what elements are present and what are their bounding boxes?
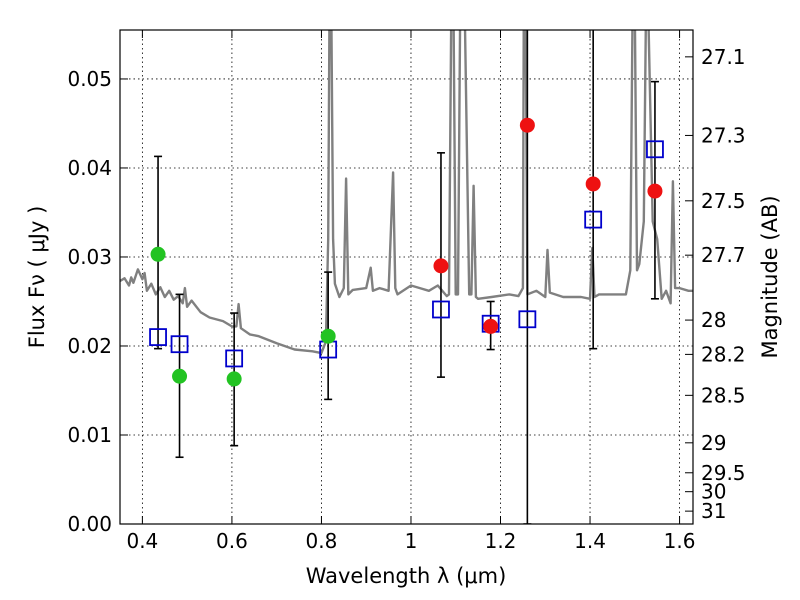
magnitude-axis-label: Magnitude (AB) bbox=[758, 195, 782, 358]
x-tick-label: 0.8 bbox=[306, 529, 338, 553]
x-tick-label: 0.4 bbox=[126, 529, 158, 553]
model-square-marker bbox=[584, 210, 603, 229]
y-tick-label: 0.02 bbox=[67, 334, 112, 358]
red-data-point bbox=[585, 176, 601, 192]
magnitude-tick-label: 29 bbox=[701, 431, 726, 455]
spectrum-line bbox=[120, 30, 693, 355]
magnitude-tick-label: 28 bbox=[701, 308, 726, 332]
plot-frame bbox=[119, 29, 694, 525]
y-tick-label: 0.05 bbox=[67, 67, 112, 91]
y-tick-label: 0.04 bbox=[67, 156, 112, 180]
magnitude-tick-label: 27.1 bbox=[701, 45, 746, 69]
green-data-point bbox=[226, 371, 242, 387]
magnitude-tick-label: 29.5 bbox=[701, 461, 746, 485]
x-tick-label: 1 bbox=[405, 529, 418, 553]
magnitude-tick-label: 27.3 bbox=[701, 123, 746, 147]
green-data-point bbox=[150, 246, 166, 262]
magnitude-tick-label: 27.7 bbox=[701, 243, 746, 267]
x-tick-label: 0.6 bbox=[216, 529, 248, 553]
green-data-point bbox=[172, 368, 188, 384]
model-square-marker bbox=[170, 335, 189, 354]
model-square-marker bbox=[225, 349, 244, 368]
magnitude-tick-label: 31 bbox=[701, 499, 726, 523]
red-data-point bbox=[483, 318, 499, 334]
grid bbox=[120, 30, 693, 525]
x-axis-label: Wavelength λ (μm) bbox=[306, 564, 507, 588]
y-axis-label: Flux Fν ( μJy ) bbox=[25, 206, 49, 349]
magnitude-tick-label: 27.5 bbox=[701, 189, 746, 213]
green-data-point bbox=[320, 328, 336, 344]
model-square-marker bbox=[149, 328, 167, 346]
x-tick-label: 1.4 bbox=[574, 529, 606, 553]
magnitude-tick-label: 30 bbox=[701, 480, 726, 504]
magnitude-tick-label: 28.2 bbox=[701, 342, 746, 366]
x-tick-label: 1.6 bbox=[664, 529, 696, 553]
magnitude-tick-label: 28.5 bbox=[701, 383, 746, 407]
ticks: 0.4 0.6 0.8 1 1.2 1.4 1.6 0.00 0.01 0.02 0.03 0.04 0… bbox=[67, 30, 746, 553]
model-square-marker bbox=[518, 310, 537, 329]
red-data-point bbox=[647, 183, 663, 199]
y-tick-label: 0.00 bbox=[67, 512, 112, 536]
model-square-marker bbox=[646, 140, 664, 159]
x-tick-label: 1.2 bbox=[485, 529, 517, 553]
plot-area bbox=[120, 30, 693, 524]
red-data-point bbox=[519, 117, 535, 133]
y-tick-label: 0.03 bbox=[67, 245, 112, 269]
y-tick-label: 0.01 bbox=[67, 423, 112, 447]
model-square-marker bbox=[432, 300, 450, 319]
red-data-point bbox=[433, 258, 449, 274]
